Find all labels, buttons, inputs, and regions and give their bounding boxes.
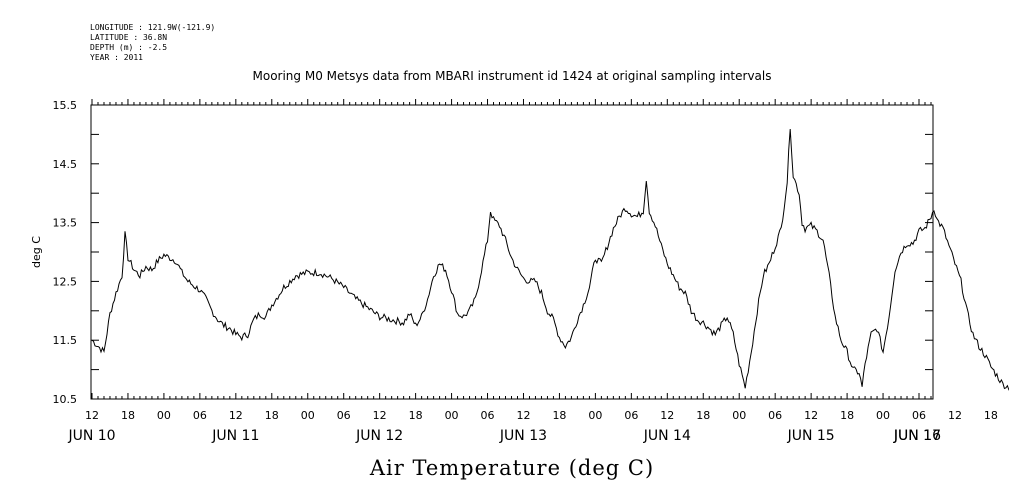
x-hour-label: 06: [912, 409, 926, 422]
x-hour-label: 12: [516, 409, 530, 422]
longitude-label: LONGITUDE : 121.9W(-121.9): [90, 23, 215, 32]
depth-label: DEPTH (m) : -2.5: [90, 43, 167, 52]
x-hour-label: 00: [157, 409, 171, 422]
x-axis: 12 18 00 06 12 18 00 06 12 18 00 06 12 18 00 06 12 18 00 06…: [67, 99, 998, 444]
x-hour-label: 18: [696, 409, 710, 422]
y-tick-label: 11.5: [53, 334, 78, 347]
latitude-label: LATITUDE : 36.8N: [90, 33, 167, 42]
x-day-label: JUN 11: [211, 428, 259, 444]
x-hour-label: 06: [193, 409, 207, 422]
x-day-label: JUN 16: [893, 428, 941, 444]
x-hour-label: 06: [768, 409, 782, 422]
x-day-label: JUN 13: [499, 428, 547, 444]
x-axis-title: Air Temperature (deg C): [369, 456, 654, 480]
x-day-label: JUN 17: [893, 428, 941, 444]
y-axis: 10.5 11.5 12.5 13.5 14.5 15.5: [53, 99, 933, 406]
y-tick-label: 15.5: [53, 99, 78, 112]
x-day-label: JUN 10: [67, 428, 115, 444]
x-hour-label: 18: [265, 409, 279, 422]
x-hour-label: 12: [229, 409, 243, 422]
y-tick-label: 12.5: [53, 275, 78, 288]
y-tick-label: 14.5: [53, 158, 78, 171]
x-hour-label: 18: [840, 409, 854, 422]
x-hour-label: 18: [552, 409, 566, 422]
x-hour-label: 06: [337, 409, 351, 422]
x-day-label: JUN 12: [355, 428, 403, 444]
x-hour-label: 00: [588, 409, 602, 422]
x-hour-label: 12: [804, 409, 818, 422]
y-tick-label: 13.5: [53, 217, 78, 230]
x-day-label: JUN 15: [787, 428, 835, 444]
x-hour-label: 18: [984, 409, 998, 422]
x-hour-label: 18: [409, 409, 423, 422]
air-temperature-line: [91, 128, 1009, 391]
x-hour-label: 00: [301, 409, 315, 422]
year-label: YEAR : 2011: [90, 53, 143, 62]
x-hour-label: 12: [948, 409, 962, 422]
plot-frame: [90, 104, 934, 400]
x-hour-label: 00: [876, 409, 890, 422]
chart-title: Mooring M0 Metsys data from MBARI instru…: [253, 69, 772, 83]
x-hour-label: 06: [624, 409, 638, 422]
x-hour-label: 18: [121, 409, 135, 422]
x-hour-label: 12: [373, 409, 387, 422]
x-hour-label: 06: [481, 409, 495, 422]
y-tick-label: 10.5: [53, 393, 78, 406]
series-group: [91, 128, 1009, 391]
x-hour-label: 00: [445, 409, 459, 422]
x-hour-label: 12: [660, 409, 674, 422]
y-axis-title: deg C: [30, 236, 43, 268]
x-hour-label: 00: [732, 409, 746, 422]
x-hour-label: 12: [85, 409, 99, 422]
x-day-label: JUN 14: [643, 428, 691, 444]
